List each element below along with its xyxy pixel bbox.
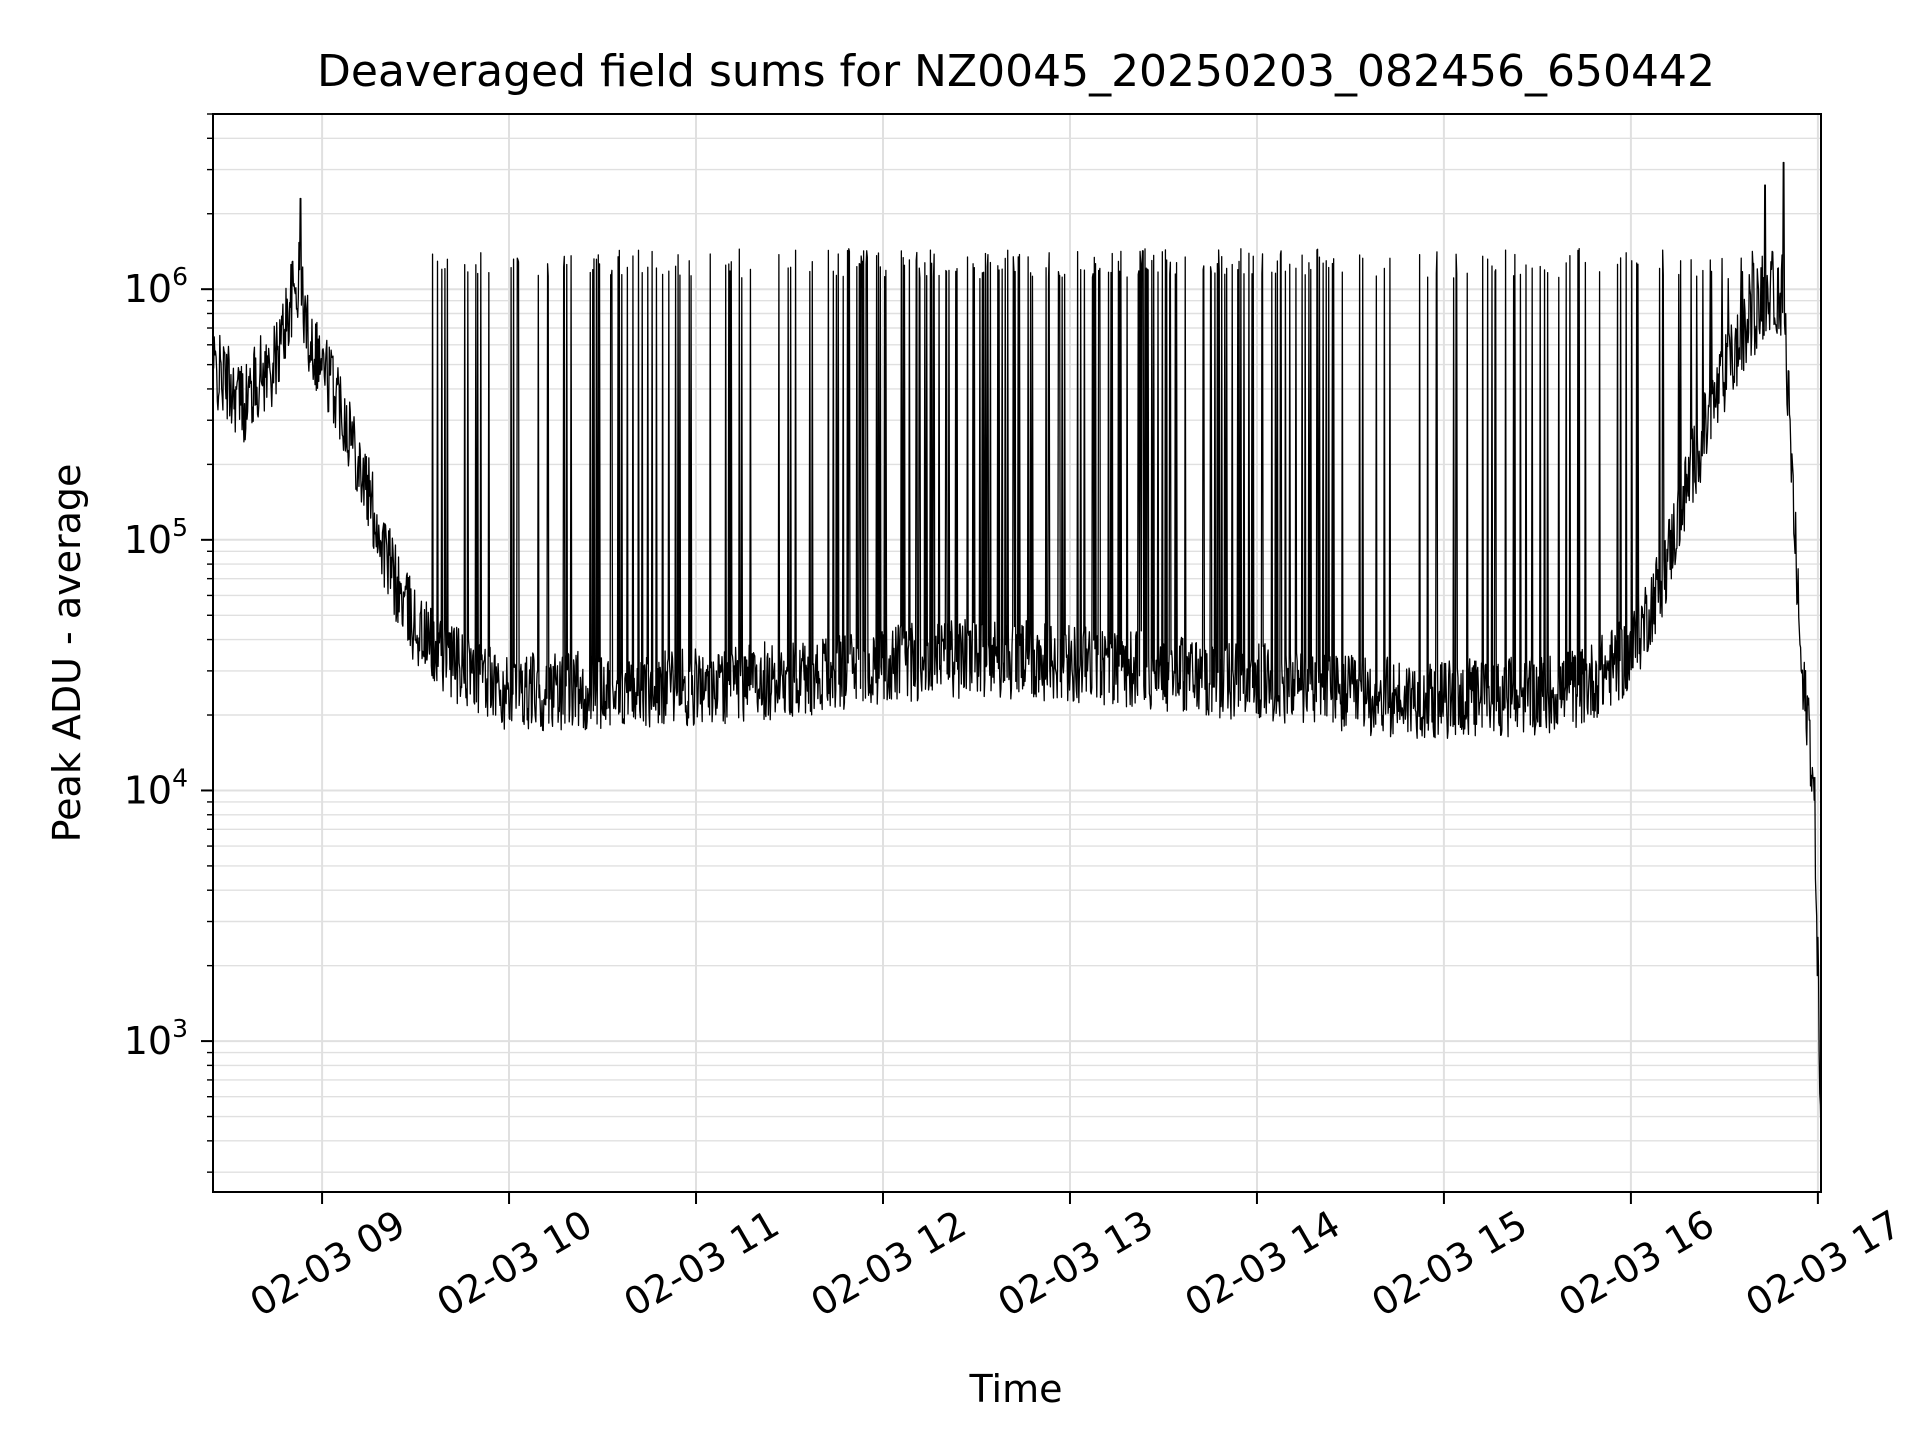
- chart-title: Deaveraged field sums for NZ0045_2025020…: [317, 46, 1715, 97]
- x-tick-label: 02-03 17: [1738, 1202, 1908, 1326]
- x-tick-label: 02-03 14: [1178, 1202, 1348, 1326]
- series-layer: [212, 161, 1822, 1138]
- y-axis-label: Peak ADU - average: [45, 464, 89, 843]
- series-line: [212, 161, 1822, 1138]
- x-tick-label: 02-03 09: [243, 1202, 413, 1326]
- y-tick-label: 103: [124, 1014, 188, 1063]
- x-tick-label: 02-03 15: [1364, 1202, 1534, 1326]
- x-tick-label: 02-03 11: [617, 1202, 787, 1326]
- x-tick-label: 02-03 10: [430, 1202, 600, 1326]
- y-tick-label: 106: [124, 262, 188, 311]
- grid: [213, 113, 1821, 1192]
- x-axis-label: Time: [969, 1367, 1063, 1411]
- x-tick-label: 02-03 12: [804, 1202, 974, 1326]
- y-axis: 103 104 105 106: [124, 113, 213, 1173]
- x-axis: 02-03 09 02-03 10 02-03 11 02-03 12 02-03 13…: [243, 1192, 1908, 1326]
- plot-frame: [212, 113, 1822, 1193]
- y-tick-label: 105: [124, 513, 188, 562]
- plot-area: [212, 113, 1822, 1193]
- x-tick-label: 02-03 13: [991, 1202, 1161, 1326]
- y-tick-label: 104: [124, 763, 188, 812]
- x-tick-label: 02-03 16: [1551, 1202, 1721, 1326]
